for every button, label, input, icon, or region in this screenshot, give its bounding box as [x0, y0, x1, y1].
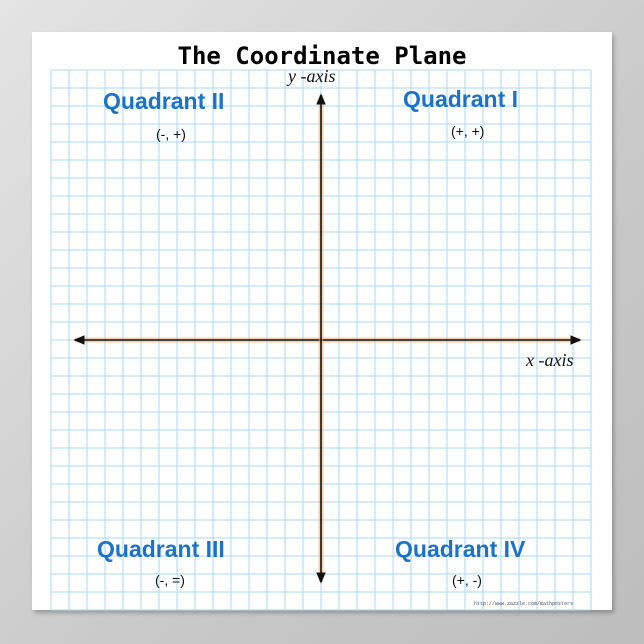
x-axis-label: x -axis [526, 350, 574, 370]
quadrant-1-signs: (+, +) [451, 123, 485, 139]
quadrant-2-label: Quadrant II [103, 88, 225, 114]
quadrant-3-label: Quadrant III [97, 536, 225, 562]
y-axis-label: y -axis [288, 66, 336, 86]
footer-url: http://www.zazzle.com/mathposters [474, 601, 574, 607]
quadrant-2-signs: (-, +) [156, 126, 186, 142]
quadrant-4-signs: (+, -) [452, 572, 482, 588]
quadrant-1-label: Quadrant I [403, 86, 519, 112]
page-title: The Coordinate Plane [177, 42, 467, 70]
quadrant-4-label: Quadrant IV [395, 536, 526, 562]
quadrant-3-signs: (-, =) [155, 572, 185, 588]
